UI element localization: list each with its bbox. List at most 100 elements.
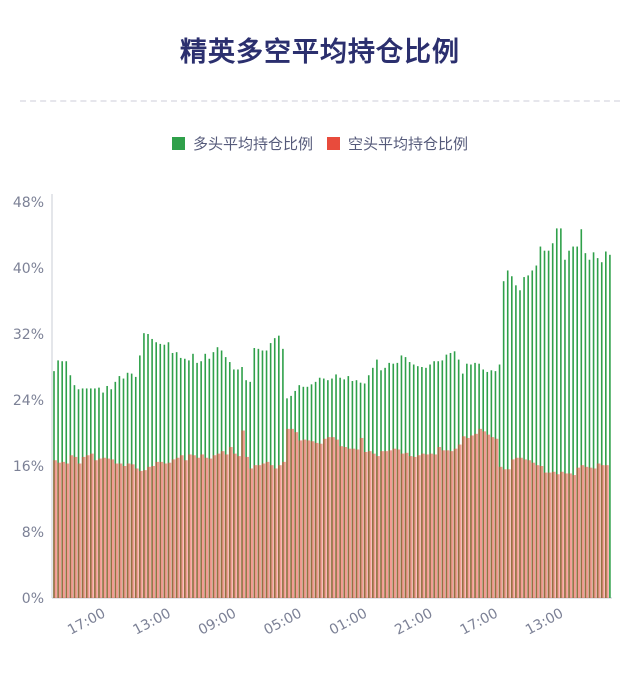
bar-short (592, 468, 597, 598)
bar-short (322, 438, 327, 598)
bar-short (85, 455, 90, 598)
x-tick-label: 13:00 (523, 605, 566, 638)
bar-short (404, 452, 409, 598)
bar-short (412, 456, 417, 598)
bar-short (531, 462, 536, 598)
bar-short (220, 451, 225, 598)
bar-short (249, 468, 254, 598)
bar-short (425, 454, 429, 598)
bar-short (216, 453, 221, 599)
bar-long (531, 270, 534, 598)
bar-long (564, 259, 566, 598)
bar-short (188, 454, 192, 598)
bar-long (609, 254, 611, 599)
bar-long (551, 243, 554, 598)
bar-short (359, 437, 364, 598)
legend-item-long[interactable]: 多头平均持仓比例 (171, 133, 313, 154)
bar-short (273, 468, 278, 598)
bar-short (547, 472, 552, 598)
legend-swatch-long (171, 137, 185, 150)
bar-short (502, 469, 507, 598)
bar-short (179, 455, 184, 598)
bar-long (511, 276, 513, 598)
bar-short (106, 458, 111, 598)
bar-short (102, 457, 106, 598)
bar-short (171, 459, 176, 598)
title-divider (20, 100, 620, 102)
bar-short (69, 455, 74, 598)
bar-short (89, 453, 94, 599)
bar-short (343, 447, 348, 598)
bar-short (167, 462, 172, 598)
x-tick-label: 21:00 (392, 605, 435, 638)
bar-short (376, 456, 380, 598)
bar-short (551, 471, 556, 598)
bar-short (302, 439, 307, 598)
bar-short (543, 472, 548, 598)
bar-short (367, 451, 372, 598)
bar-short (224, 454, 229, 598)
bar-short (318, 443, 323, 598)
bar-short (212, 455, 217, 598)
legend-swatch-short (327, 137, 340, 150)
bar-long (143, 333, 145, 598)
bar-short (175, 457, 180, 598)
bar-long (568, 250, 570, 598)
bar-short (196, 457, 200, 598)
bar-short (237, 456, 241, 598)
bar-short (310, 441, 315, 598)
y-tick-label: 24% (13, 393, 44, 409)
bar-short (429, 453, 433, 599)
bar-short (523, 459, 527, 598)
bar-short (286, 428, 290, 599)
legend-item-short[interactable]: 空头平均持仓比例 (327, 133, 468, 154)
bar-short (445, 450, 450, 598)
bar-short (478, 428, 482, 599)
bar-short (294, 432, 299, 598)
bar-short (200, 454, 205, 598)
bar-short (605, 465, 609, 598)
bar-short (306, 440, 311, 598)
bar-short (57, 462, 61, 598)
bar-long (539, 246, 542, 599)
bar-short (257, 465, 262, 598)
bar-short (392, 448, 397, 598)
bar-short (114, 463, 119, 598)
bar-short (335, 439, 339, 598)
bar-short (568, 473, 572, 598)
bar-short (572, 475, 577, 598)
bar-short (384, 451, 388, 598)
bar-short (269, 465, 274, 598)
x-tick-label: 17:00 (65, 605, 108, 638)
y-tick-label: 16% (13, 459, 44, 475)
bar-short (327, 437, 331, 599)
bar-short (555, 474, 560, 598)
x-tick-label: 13:00 (131, 605, 174, 638)
bar-short (94, 460, 98, 598)
bar-long (596, 258, 599, 598)
bar-short (184, 460, 188, 598)
bar-short (417, 455, 421, 598)
bar-short (506, 469, 511, 598)
bar-short (584, 466, 589, 598)
bar-long (560, 228, 562, 598)
bar-short (147, 466, 151, 598)
bar-short (596, 463, 601, 598)
bar-short (53, 460, 57, 598)
bar-short (560, 471, 564, 598)
bar-short (498, 466, 503, 598)
bar-long (523, 277, 525, 598)
bar-short (351, 448, 356, 598)
bar-short (278, 465, 282, 598)
bar-short (408, 456, 413, 598)
bar-short (143, 470, 147, 599)
bar-short (314, 442, 319, 598)
bar-short (290, 428, 294, 599)
bar-short (155, 461, 160, 599)
bar-long (605, 251, 607, 598)
bar-short (81, 456, 86, 598)
bar-short (433, 454, 438, 598)
bar-long (543, 250, 546, 598)
bar-short (355, 449, 360, 598)
bar-short (421, 453, 425, 599)
